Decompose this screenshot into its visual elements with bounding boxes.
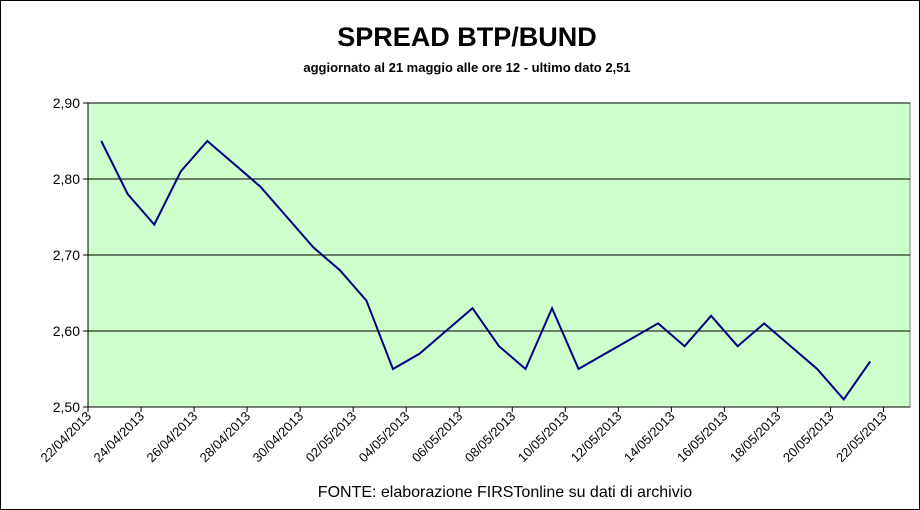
data-line: [100, 139, 872, 402]
source-note: FONTE: elaborazione FIRSTonline su dati …: [318, 484, 692, 501]
chart-subtitle: aggiornato al 21 maggio alle ore 12 - ul…: [303, 60, 630, 75]
y-tick-label: 2,90: [53, 95, 80, 111]
y-tick-label: 2,60: [53, 323, 80, 339]
y-tick-label: 2,80: [53, 171, 80, 187]
y-tick-label: 2,50: [53, 399, 80, 415]
chart-title: SPREAD BTP/BUND: [337, 22, 597, 52]
y-tick-label: 2,70: [53, 247, 80, 263]
